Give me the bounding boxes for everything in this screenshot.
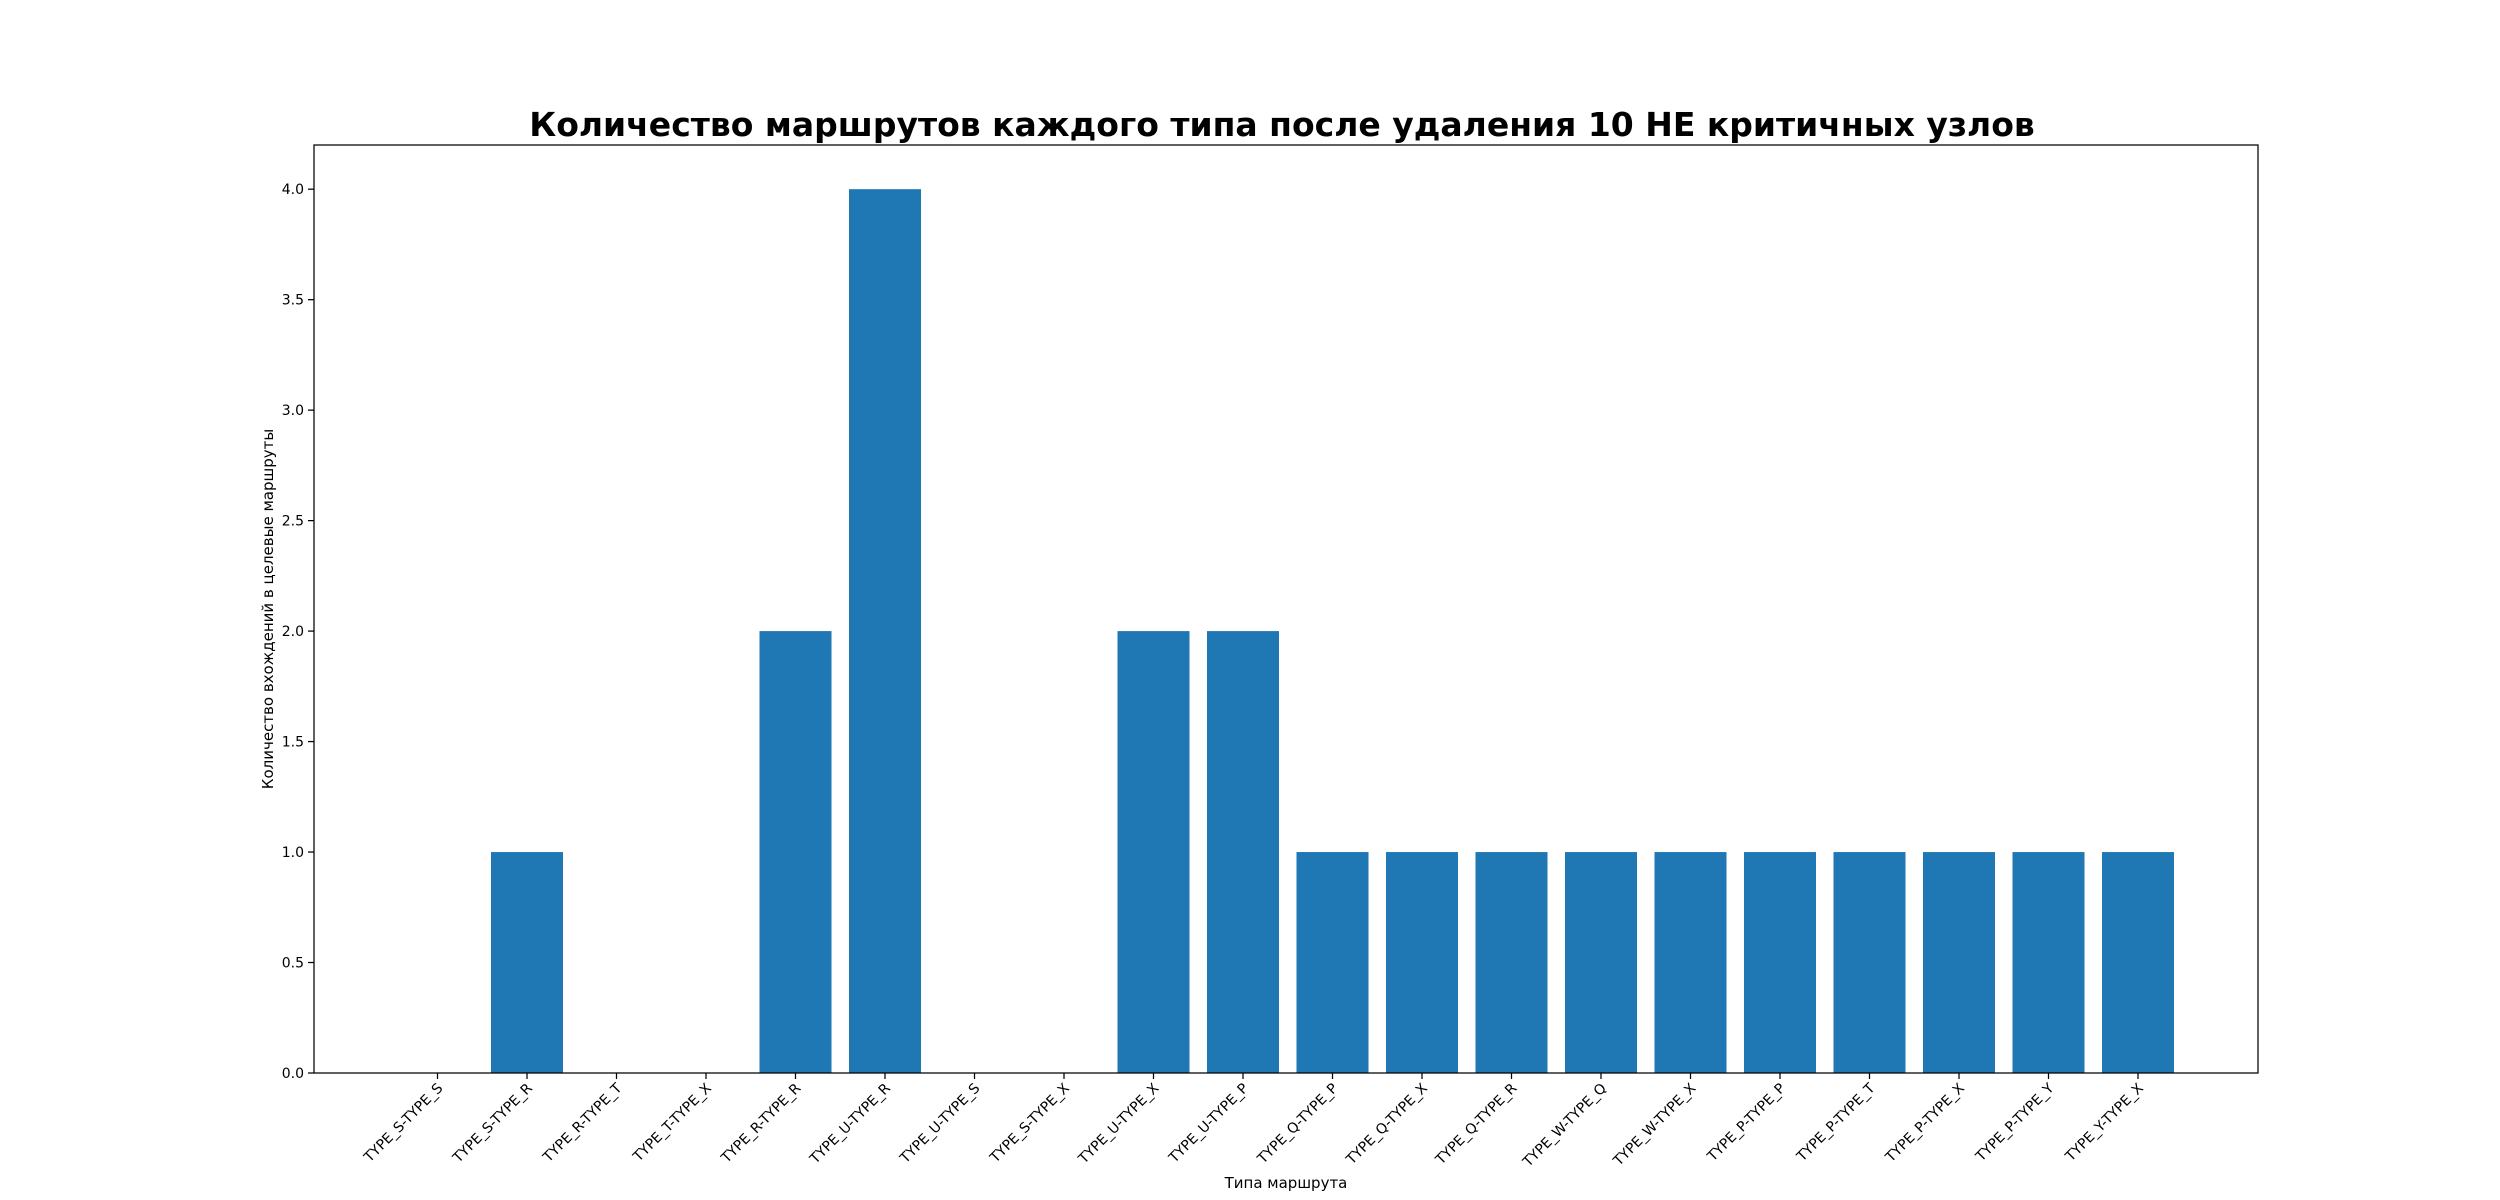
y-tick-label: 0.5 [282,956,304,972]
bar-type-w-type-q [1565,852,1637,1073]
x-axis-label: Типа маршрута [1224,1174,1348,1192]
bar-type-s-type-r [491,852,563,1073]
x-tick-label: TYPE_U-TYPE_R [806,1080,894,1168]
y-tick-label: 3.0 [282,403,304,419]
bar-type-u-type-x [1117,631,1190,1073]
bar-type-q-type-r [1475,852,1548,1073]
x-tick-label: TYPE_Q-TYPE_R [1432,1080,1520,1168]
plot-frame [313,144,2259,1074]
bar-type-r-type-r [759,631,832,1073]
x-tick-label: TYPE_Q-TYPE_P [1254,1081,1341,1168]
bars [491,189,2174,1073]
bar-type-u-type-r [849,189,921,1073]
y-tick-label: 1.5 [282,735,304,751]
y-tick-label: 1.0 [282,845,304,861]
bar-type-p-type-x [1923,852,1995,1073]
bar-type-p-type-t [1833,852,1906,1073]
x-tick-label: TYPE_S-TYPE_R [449,1080,536,1167]
x-tick-label: TYPE_S-TYPE_S [361,1080,447,1166]
x-tick-label: TYPE_S-TYPE_X [987,1080,1074,1167]
bar-type-w-type-x [1654,852,1727,1073]
x-axis-ticks: TYPE_S-TYPE_S TYPE_S-TYPE_R TYPE_R-TYPE_T T… [361,1073,2147,1171]
x-tick-label: TYPE_Q-TYPE_X [1343,1080,1431,1168]
y-tick-label: 0.0 [282,1066,304,1082]
x-tick-label: TYPE_Y-TYPE_X [2062,1080,2147,1165]
bar-type-y-type-x [2102,852,2174,1073]
y-tick-label: 2.5 [282,514,304,530]
y-tick-label: 2.0 [282,624,304,640]
chart-title: Количество маршрутов каждого типа после … [529,105,2035,144]
x-tick-label: TYPE_R-TYPE_T [540,1080,626,1166]
y-axis-ticks: 0.0 0.5 1.0 1.5 2.0 2.5 3.0 3.5 4.0 [282,182,314,1082]
x-tick-label: TYPE_U-TYPE_P [1165,1081,1251,1167]
x-tick-label: TYPE_P-TYPE_Y [1972,1080,2057,1165]
y-axis-label: Количество вхождений в целевые маршруты [259,429,277,789]
x-tick-label: TYPE_U-TYPE_X [1075,1080,1163,1168]
bar-type-q-type-p [1296,852,1369,1073]
bar-type-p-type-y [2012,852,2085,1073]
x-tick-label: TYPE_P-TYPE_T [1793,1080,1878,1165]
x-tick-label: TYPE_W-TYPE_X [1610,1080,1700,1170]
bar-type-p-type-p [1744,852,1816,1073]
y-tick-label: 3.5 [282,293,304,309]
x-tick-label: TYPE_T-TYPE_X [630,1080,715,1165]
x-tick-label: TYPE_P-TYPE_P [1704,1081,1789,1166]
x-tick-label: TYPE_U-TYPE_S [897,1080,984,1167]
bar-type-q-type-x [1386,852,1458,1073]
x-tick-label: TYPE_P-TYPE_X [1882,1080,1968,1166]
bar-type-u-type-p [1207,631,1279,1073]
x-tick-label: TYPE_R-TYPE_R [718,1080,805,1167]
x-tick-label: TYPE_W-TYPE_Q [1519,1081,1609,1171]
y-tick-label: 4.0 [282,182,304,198]
